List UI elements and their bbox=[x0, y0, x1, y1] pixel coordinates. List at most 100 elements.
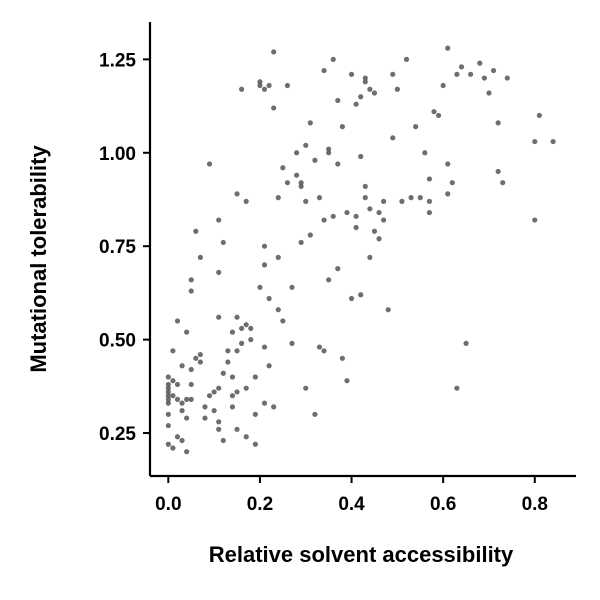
data-point bbox=[303, 198, 309, 204]
data-point bbox=[390, 135, 396, 141]
axes bbox=[148, 22, 576, 478]
data-point bbox=[280, 165, 286, 171]
data-point bbox=[362, 79, 368, 85]
data-point bbox=[426, 176, 433, 182]
data-point bbox=[229, 329, 236, 335]
data-point bbox=[165, 385, 171, 391]
data-point bbox=[271, 404, 277, 410]
y-axis-title: Mutational tolerability bbox=[26, 145, 51, 373]
data-point bbox=[234, 191, 240, 197]
y-tick-label: 0.25 bbox=[99, 424, 136, 445]
data-point bbox=[234, 314, 240, 320]
data-point bbox=[252, 411, 258, 417]
data-point bbox=[458, 64, 465, 70]
data-point bbox=[426, 198, 433, 204]
data-point bbox=[293, 150, 300, 156]
data-point bbox=[225, 359, 231, 365]
data-point bbox=[165, 393, 171, 399]
data-point bbox=[403, 56, 410, 62]
data-point bbox=[500, 180, 506, 186]
data-point bbox=[486, 90, 492, 96]
data-point bbox=[261, 344, 268, 350]
data-point bbox=[170, 393, 176, 399]
data-point bbox=[348, 71, 355, 77]
data-point bbox=[399, 198, 405, 204]
y-tick-label: 1.00 bbox=[99, 144, 136, 165]
data-point bbox=[257, 284, 263, 290]
data-point bbox=[371, 90, 378, 96]
data-point bbox=[261, 400, 268, 406]
data-point bbox=[298, 180, 304, 186]
data-point bbox=[174, 396, 181, 402]
data-point bbox=[426, 209, 433, 216]
data-point bbox=[234, 426, 240, 432]
data-point bbox=[394, 86, 400, 92]
data-point bbox=[275, 307, 281, 313]
data-point bbox=[239, 325, 245, 332]
data-point bbox=[184, 415, 190, 421]
data-point bbox=[211, 408, 217, 414]
data-point bbox=[165, 396, 171, 402]
data-point bbox=[243, 434, 249, 440]
data-point bbox=[284, 180, 291, 186]
data-point bbox=[330, 56, 336, 62]
data-point bbox=[358, 153, 364, 160]
data-point bbox=[289, 284, 295, 290]
data-point bbox=[307, 232, 313, 238]
data-point bbox=[248, 325, 254, 332]
data-point bbox=[362, 183, 368, 190]
data-point bbox=[408, 195, 414, 201]
data-point bbox=[271, 49, 277, 55]
data-point bbox=[184, 396, 190, 402]
data-point bbox=[454, 385, 460, 391]
data-point bbox=[216, 426, 222, 432]
data-point bbox=[234, 389, 240, 395]
data-point bbox=[197, 254, 203, 261]
x-tick-label: 0.0 bbox=[155, 494, 181, 515]
x-tick-label: 0.8 bbox=[522, 494, 548, 515]
data-point bbox=[170, 378, 176, 384]
data-point bbox=[422, 150, 428, 156]
data-point bbox=[165, 441, 171, 447]
data-point bbox=[211, 389, 217, 395]
data-point bbox=[261, 86, 268, 92]
data-point bbox=[362, 75, 368, 81]
data-point bbox=[206, 161, 213, 167]
points-layer bbox=[165, 45, 556, 455]
data-point bbox=[440, 82, 446, 89]
data-point bbox=[445, 191, 451, 197]
data-point bbox=[490, 67, 497, 74]
data-point bbox=[252, 441, 258, 447]
data-point bbox=[266, 295, 272, 302]
data-point bbox=[504, 75, 510, 81]
data-point bbox=[330, 213, 336, 219]
data-point bbox=[550, 138, 556, 145]
data-point bbox=[532, 138, 538, 145]
data-point bbox=[239, 86, 245, 92]
data-point bbox=[477, 60, 483, 66]
data-point bbox=[381, 198, 387, 204]
x-axis-title: Relative solvent accessibility bbox=[209, 542, 514, 567]
data-point bbox=[188, 381, 194, 388]
data-point bbox=[463, 340, 469, 346]
data-point bbox=[431, 109, 437, 115]
data-point bbox=[216, 269, 222, 275]
data-point bbox=[321, 217, 327, 223]
data-point bbox=[243, 322, 249, 328]
x-tick-label: 0.2 bbox=[247, 494, 273, 515]
data-point bbox=[481, 75, 487, 81]
data-point bbox=[170, 445, 176, 451]
data-point bbox=[536, 112, 542, 119]
data-point bbox=[417, 195, 423, 201]
data-point bbox=[184, 449, 190, 455]
data-point bbox=[312, 157, 318, 163]
data-point bbox=[188, 277, 194, 283]
data-point bbox=[303, 142, 309, 148]
data-point bbox=[358, 94, 364, 100]
data-point bbox=[188, 366, 194, 373]
data-point bbox=[321, 67, 327, 74]
data-point bbox=[335, 161, 341, 167]
data-point bbox=[353, 213, 359, 219]
data-point bbox=[326, 150, 332, 156]
data-point bbox=[321, 348, 327, 354]
